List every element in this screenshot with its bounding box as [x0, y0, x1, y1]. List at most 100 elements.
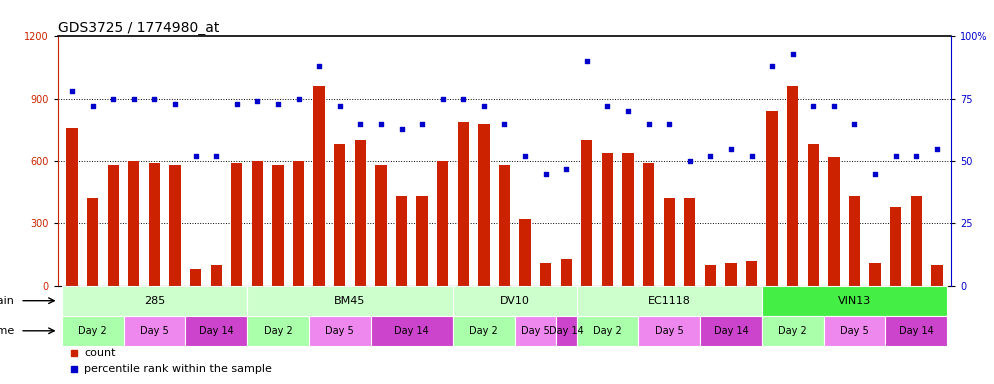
Bar — [622, 153, 633, 286]
Point — [455, 96, 471, 102]
Bar — [746, 261, 757, 286]
Bar — [577, 286, 761, 316]
Point — [703, 153, 719, 159]
Point — [414, 121, 430, 127]
Bar — [761, 316, 824, 346]
Bar — [87, 199, 98, 286]
Point — [805, 103, 821, 109]
Bar — [787, 86, 798, 286]
Bar — [211, 265, 222, 286]
Bar — [107, 165, 119, 286]
Point — [434, 96, 450, 102]
Point — [599, 103, 615, 109]
Point — [517, 153, 533, 159]
Bar — [499, 165, 510, 286]
Bar — [561, 259, 572, 286]
Text: Day 2: Day 2 — [263, 326, 292, 336]
Point — [84, 103, 100, 109]
Bar — [272, 165, 283, 286]
Point — [146, 96, 162, 102]
Bar — [309, 316, 371, 346]
Bar — [293, 161, 304, 286]
Bar — [684, 199, 696, 286]
Point — [290, 96, 306, 102]
Text: Day 2: Day 2 — [778, 326, 807, 336]
Point — [723, 146, 739, 152]
Bar — [556, 316, 577, 346]
Point — [270, 101, 286, 107]
Point — [105, 96, 121, 102]
Bar — [824, 316, 886, 346]
Point — [311, 63, 327, 70]
Bar — [416, 196, 427, 286]
Bar — [169, 165, 181, 286]
Text: Day 14: Day 14 — [899, 326, 933, 336]
Text: 285: 285 — [144, 296, 165, 306]
Bar — [62, 286, 248, 316]
Bar — [123, 316, 185, 346]
Text: Day 14: Day 14 — [199, 326, 234, 336]
Point — [559, 166, 575, 172]
Text: Day 2: Day 2 — [593, 326, 622, 336]
Text: Day 14: Day 14 — [549, 326, 583, 336]
Point — [332, 103, 348, 109]
Point — [579, 58, 594, 65]
Point — [847, 121, 863, 127]
Bar — [437, 161, 448, 286]
Bar — [376, 165, 387, 286]
Bar — [62, 316, 123, 346]
Bar — [334, 144, 345, 286]
Text: VIN13: VIN13 — [838, 296, 871, 306]
Point — [682, 158, 698, 164]
Point — [785, 51, 801, 57]
Bar — [643, 163, 654, 286]
Text: GDS3725 / 1774980_at: GDS3725 / 1774980_at — [58, 22, 219, 35]
Bar — [190, 269, 201, 286]
Bar — [911, 196, 921, 286]
Point — [126, 96, 142, 102]
Bar — [808, 144, 819, 286]
Bar — [766, 111, 777, 286]
Bar — [478, 124, 489, 286]
Bar — [232, 163, 243, 286]
Bar — [828, 157, 840, 286]
Text: Day 2: Day 2 — [469, 326, 498, 336]
Bar — [515, 316, 556, 346]
Point — [764, 63, 780, 70]
Bar — [886, 316, 947, 346]
Bar — [67, 128, 78, 286]
Bar — [313, 86, 325, 286]
Point — [538, 170, 554, 177]
Bar — [371, 316, 453, 346]
Bar — [453, 286, 577, 316]
Text: Day 5: Day 5 — [140, 326, 169, 336]
Point — [208, 153, 224, 159]
Point — [167, 101, 183, 107]
Bar — [638, 316, 700, 346]
Point — [64, 88, 81, 94]
Text: Day 5: Day 5 — [325, 326, 354, 336]
Text: percentile rank within the sample: percentile rank within the sample — [84, 364, 272, 374]
Bar — [251, 161, 263, 286]
Text: Day 14: Day 14 — [395, 326, 429, 336]
Point — [661, 121, 677, 127]
Text: strain: strain — [0, 296, 15, 306]
Point — [373, 121, 389, 127]
Bar — [664, 199, 675, 286]
Bar — [540, 263, 552, 286]
Point — [394, 126, 410, 132]
Bar — [700, 316, 761, 346]
Point — [249, 98, 265, 104]
Bar — [870, 263, 881, 286]
Text: Day 14: Day 14 — [714, 326, 748, 336]
Bar — [601, 153, 613, 286]
Text: Day 5: Day 5 — [655, 326, 684, 336]
Bar — [890, 207, 902, 286]
Bar — [185, 316, 248, 346]
Text: Day 5: Day 5 — [521, 326, 550, 336]
Point — [888, 153, 904, 159]
Text: EC1118: EC1118 — [648, 296, 691, 306]
Point — [928, 146, 944, 152]
Bar — [355, 140, 366, 286]
Bar — [520, 219, 531, 286]
